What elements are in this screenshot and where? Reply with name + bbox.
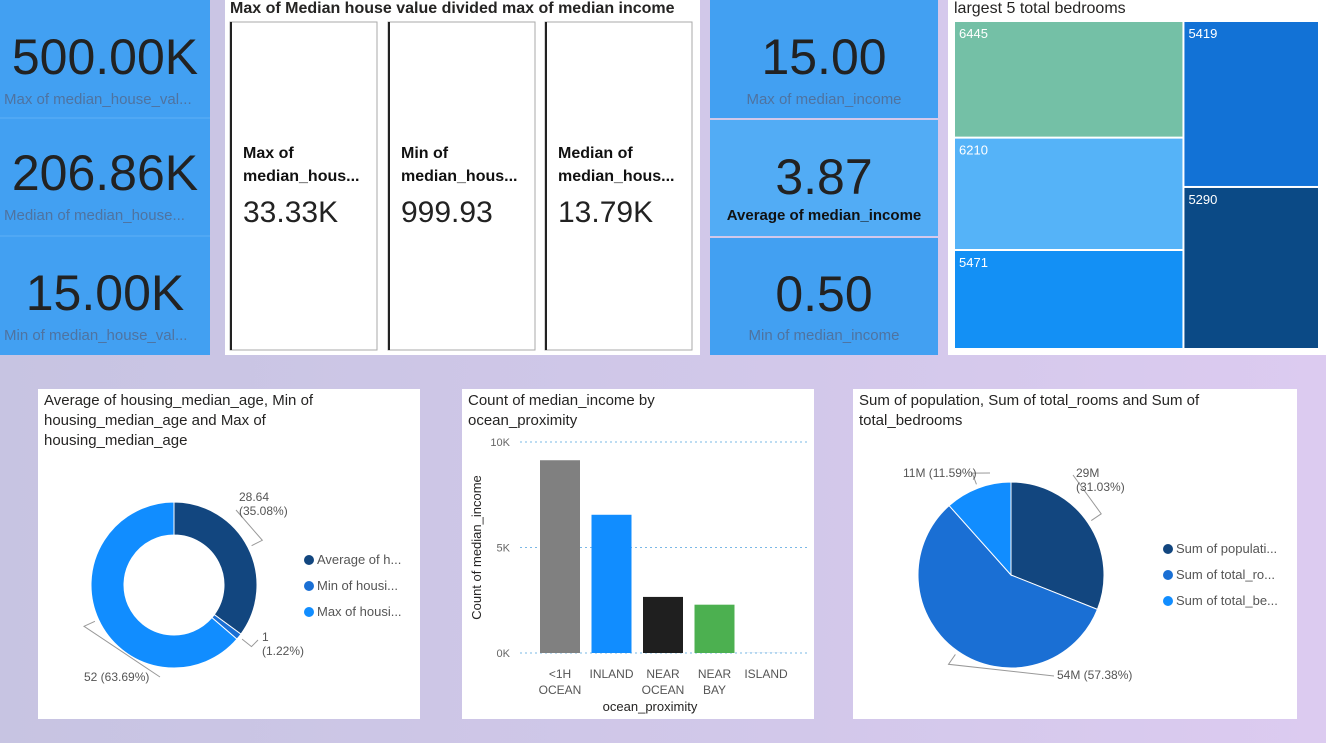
- slice: [173, 501, 258, 635]
- treemap-tile: [955, 138, 1183, 249]
- kpi-label: Max of median_house_val...: [4, 91, 192, 108]
- x-tick-label: NEAR OCEAN: [641, 667, 685, 697]
- kpi-value: 3.87: [775, 149, 873, 205]
- card-label: Min of median_hous...: [401, 145, 518, 185]
- data-label: 29M (31.03%): [1076, 466, 1125, 494]
- data-label: 1 (1.22%): [262, 630, 305, 658]
- legend-marker: [304, 555, 314, 565]
- data-label: 28.64 (35.08%): [239, 490, 288, 518]
- slice: [90, 501, 238, 669]
- x-axis-title: ocean_proximity: [602, 699, 698, 714]
- bar: [591, 514, 632, 653]
- legend-label: Sum of total_ro...: [1176, 567, 1275, 582]
- tile-label: 6210: [959, 143, 988, 158]
- card-box: [387, 21, 536, 351]
- legend-marker: [304, 607, 314, 617]
- tile-label: 5290: [1188, 192, 1217, 207]
- chart-title: Count of median_income by ocean_proximit…: [468, 392, 655, 429]
- kpi-value: 15.00: [761, 29, 887, 85]
- tile-label: 5419: [1188, 26, 1217, 41]
- leader-line: [971, 472, 991, 485]
- legend-label: Sum of total_be...: [1176, 593, 1278, 608]
- legend-marker: [304, 581, 314, 591]
- leader-line: [1072, 474, 1102, 521]
- kpi-value: 500.00K: [11, 29, 199, 85]
- bar: [540, 460, 580, 653]
- card-bg: [0, 0, 210, 355]
- card-bg: [710, 120, 938, 236]
- bar: [643, 596, 683, 653]
- slice: [917, 504, 1099, 669]
- data-label: 54M (57.38%): [1057, 668, 1133, 682]
- legend-label: Sum of populati...: [1176, 541, 1278, 556]
- slice: [948, 481, 1012, 577]
- kpi-value: 206.86K: [11, 145, 199, 201]
- kpi-label: Average of median_income: [726, 207, 922, 224]
- legend-marker: [1163, 544, 1173, 554]
- kpi-label: Max of median_income: [746, 91, 902, 108]
- x-tick-label: NEAR BAY: [697, 667, 732, 697]
- card-value: 33.33K: [243, 196, 339, 229]
- leader-line: [82, 620, 161, 678]
- card-box: [544, 21, 693, 351]
- card-box: [229, 21, 378, 351]
- data-label: 52 (63.69%): [84, 670, 150, 684]
- chart-title: Average of housing_median_age, Min of ho…: [44, 392, 314, 449]
- y-tick-label: 10K: [490, 437, 510, 449]
- legend-label: Max of housi...: [317, 604, 402, 619]
- legend-label: Min of housi...: [317, 578, 398, 593]
- leader-line: [241, 638, 259, 648]
- treemap-tile: [955, 250, 1183, 348]
- y-axis-title: Count of median_income: [469, 475, 484, 620]
- y-tick-label: 5K: [497, 543, 511, 555]
- chart-title: largest 5 total bedrooms: [954, 0, 1126, 17]
- legend-marker: [1163, 570, 1173, 580]
- kpi-value: 15.00K: [25, 265, 185, 321]
- y-tick-label: 0K: [497, 648, 511, 660]
- kpi-label: Min of median_house_val...: [4, 327, 188, 344]
- treemap-tile: [955, 22, 1183, 137]
- card-bg: [710, 238, 938, 355]
- card-value: 13.79K: [558, 196, 654, 229]
- card-title: Max of Median house value divided max of…: [230, 0, 675, 17]
- card-label: Median of median_hous...: [558, 145, 675, 185]
- kpi-label: Min of median_income: [748, 327, 900, 344]
- tile-label: 5471: [959, 255, 988, 270]
- data-label: 11M (11.59%): [903, 466, 977, 480]
- leader-line: [235, 509, 264, 547]
- leader-line: [947, 654, 1055, 677]
- chart-title: Sum of population, Sum of total_rooms an…: [859, 392, 1200, 429]
- bar: [694, 604, 735, 653]
- legend-marker: [1163, 596, 1173, 606]
- card-label: Max of median_hous...: [243, 145, 360, 185]
- panel: [462, 389, 814, 719]
- kpi-value: 0.50: [775, 266, 873, 322]
- legend-label: Average of h...: [317, 552, 402, 567]
- x-tick-label: ISLAND: [744, 667, 788, 681]
- tile-label: 6445: [959, 26, 988, 41]
- x-tick-label: INLAND: [589, 667, 634, 681]
- card-value: 999.93: [401, 196, 493, 229]
- kpi-label: Median of median_house...: [4, 207, 185, 224]
- card-bg: [710, 0, 938, 118]
- treemap-tile: [1184, 22, 1318, 186]
- treemap-tile: [1184, 187, 1318, 348]
- slice: [1010, 481, 1105, 611]
- x-tick-label: <1H OCEAN: [538, 667, 582, 697]
